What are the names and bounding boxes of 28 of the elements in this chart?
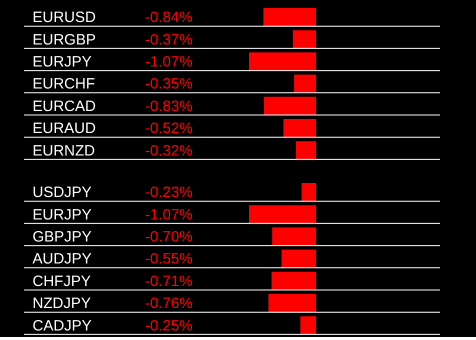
y-tick-label: CHFJPY — [32, 272, 91, 290]
data-label: -0.71% — [145, 272, 193, 290]
y-tick-label: EURCAD — [32, 98, 96, 115]
y-tick-label: EURNZD — [32, 142, 96, 160]
y-tick-label: EURJPY — [32, 206, 92, 224]
y-tick-label: EURAUD — [32, 120, 96, 138]
data-label: -0.52% — [145, 120, 193, 138]
data-label: -1.07% — [145, 54, 193, 70]
data-label: -0.37% — [145, 31, 193, 48]
y-tick-label: NZDJPY — [32, 295, 91, 312]
y-tick-label: USDJPY — [32, 184, 92, 202]
y-tick-label: EURJPY — [32, 54, 92, 70]
y-tick-label: EURGBP — [32, 31, 96, 48]
y-tick-label: EURUSD — [32, 9, 96, 26]
data-label: -1.07% — [145, 206, 193, 224]
y-tick-label: EURCHF — [32, 76, 95, 93]
data-label: -0.84% — [145, 9, 193, 26]
data-label: -0.83% — [145, 98, 193, 115]
data-label: -0.32% — [145, 142, 193, 160]
data-label: -0.55% — [145, 250, 193, 268]
data-label: -0.25% — [145, 317, 193, 334]
data-label: -0.70% — [145, 228, 193, 246]
y-tick-label: CADJPY — [32, 317, 92, 334]
data-label: -0.23% — [145, 184, 193, 202]
y-tick-label: GBPJPY — [32, 228, 92, 246]
data-label: -0.35% — [145, 76, 193, 93]
data-label: -0.76% — [145, 295, 193, 312]
y-tick-label: AUDJPY — [32, 250, 92, 268]
